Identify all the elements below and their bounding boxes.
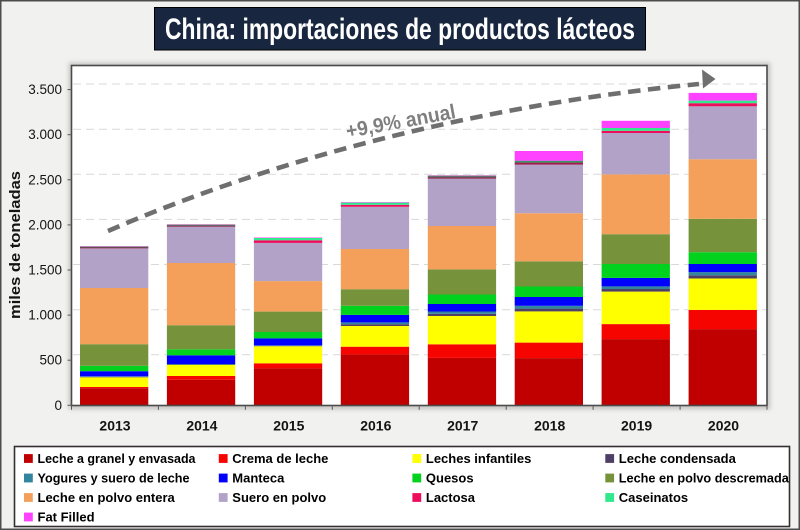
svg-text:Lactosa: Lactosa [426,490,476,505]
svg-text:Leche condensada: Leche condensada [619,451,737,466]
svg-text:2015: 2015 [273,418,304,434]
svg-text:2016: 2016 [360,418,391,434]
svg-text:Crema de leche: Crema de leche [232,451,328,466]
svg-text:2019: 2019 [621,418,652,434]
svg-text:Leche en polvo descremada: Leche en polvo descremada [619,471,790,486]
svg-text:2013: 2013 [99,418,130,434]
svg-text:Leche a granel y envasada: Leche a granel y envasada [38,451,197,466]
svg-text:Leche en polvo entera: Leche en polvo entera [38,490,176,505]
svg-text:500: 500 [39,353,62,368]
svg-text:China: importaciones de produc: China: importaciones de productos lácteo… [165,13,635,46]
svg-text:1.000: 1.000 [28,308,62,323]
svg-text:2020: 2020 [708,418,739,434]
svg-text:Yogures y suero de leche: Yogures y suero de leche [38,471,190,486]
svg-text:0: 0 [54,398,62,413]
svg-text:Manteca: Manteca [232,471,285,486]
svg-text:3.000: 3.000 [28,127,62,142]
svg-text:Caseinatos: Caseinatos [619,490,688,505]
svg-text:2.500: 2.500 [28,172,62,187]
svg-text:Leches infantiles: Leches infantiles [426,451,531,466]
svg-text:2017: 2017 [447,418,478,434]
svg-text:miles de toneladas: miles de toneladas [7,171,24,319]
svg-text:2018: 2018 [534,418,565,434]
svg-text:2014: 2014 [186,418,217,434]
svg-text:1.500: 1.500 [28,263,62,278]
svg-text:Fat Filled: Fat Filled [38,510,95,525]
svg-text:2.000: 2.000 [28,217,62,232]
svg-text:Suero en polvo: Suero en polvo [232,490,326,505]
svg-text:Quesos: Quesos [426,471,474,486]
svg-text:3.500: 3.500 [28,82,62,97]
